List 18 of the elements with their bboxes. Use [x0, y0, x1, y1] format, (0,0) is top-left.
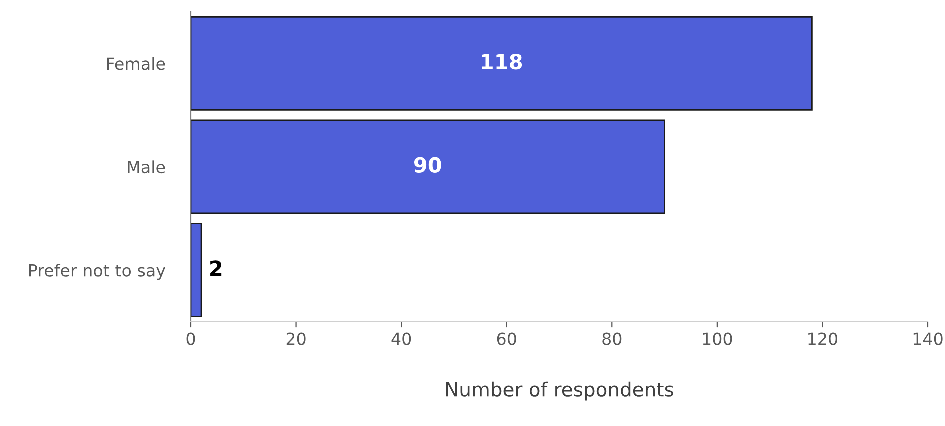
x-tick-label: 20 — [286, 332, 306, 346]
x-tick-label: 140 — [914, 332, 943, 346]
bar — [191, 16, 813, 111]
x-tick-label: 60 — [497, 332, 516, 346]
x-tick-label: 40 — [392, 332, 412, 346]
y-tick-label: Male — [128, 160, 166, 174]
data-label: 118 — [482, 54, 522, 70]
x-axis-title: Number of respondents — [446, 382, 674, 401]
data-label: 2 — [210, 260, 222, 276]
y-tick-label: Prefer not to say — [29, 264, 166, 280]
data-label: 90 — [414, 157, 442, 174]
x-tick-label: 100 — [703, 332, 732, 346]
x-tick-label: 0 — [186, 332, 196, 346]
bar — [191, 120, 666, 214]
x-tick-label: 80 — [602, 332, 622, 346]
y-tick-label: Female — [107, 57, 166, 70]
x-tick-label: 120 — [808, 332, 838, 346]
bar — [191, 223, 202, 318]
